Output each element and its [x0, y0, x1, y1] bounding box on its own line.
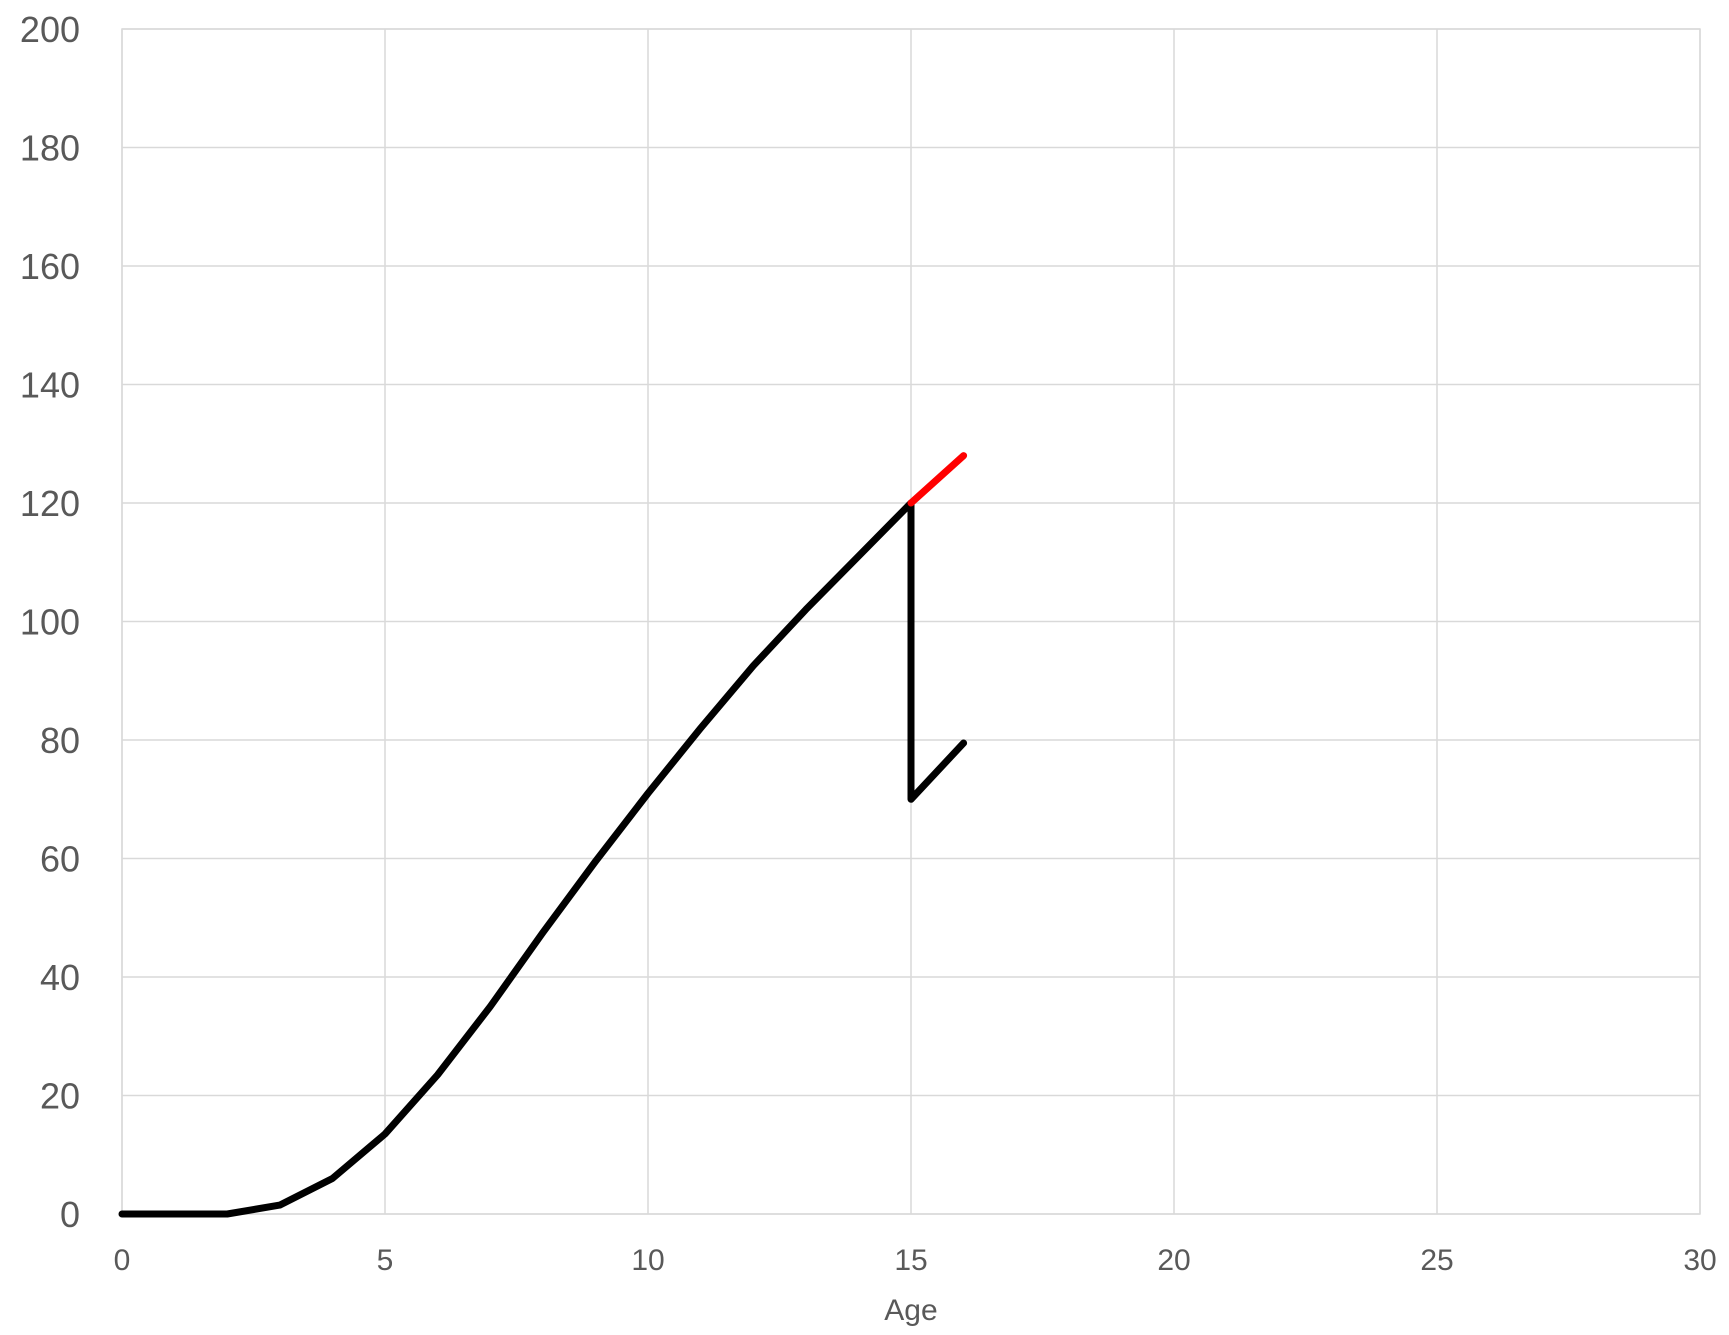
y-tick-label: 140 [20, 365, 80, 406]
y-tick-label: 0 [60, 1194, 80, 1235]
y-tick-label: 40 [40, 957, 80, 998]
y-tick-label: 180 [20, 128, 80, 169]
series-line-2 [907, 452, 968, 507]
y-tick-label: 100 [20, 602, 80, 643]
x-tick-label: 30 [1683, 1244, 1716, 1277]
y-tick-label: 20 [40, 1076, 80, 1117]
y-tick-label: 120 [20, 483, 80, 524]
x-tick-label: 25 [1420, 1244, 1453, 1277]
x-tick-label: 15 [894, 1244, 927, 1277]
y-tick-label: 200 [20, 9, 80, 50]
y-tick-label: 160 [20, 246, 80, 287]
series-line-1 [118, 499, 968, 1218]
y-tick-label: 60 [40, 839, 80, 880]
series-lines [118, 452, 968, 1218]
x-tick-label: 10 [631, 1244, 664, 1277]
x-axis-title: Age [884, 1294, 937, 1327]
x-tick-label: 0 [114, 1244, 131, 1277]
y-axis-ticks: 0 20 40 60 80 100 120 140 160 180 200 [20, 9, 80, 1235]
y-tick-label: 80 [40, 720, 80, 761]
x-axis-ticks: 0 5 10 15 20 25 30 [114, 1244, 1717, 1277]
plot-area-border [121, 28, 1701, 1215]
x-tick-label: 20 [1157, 1244, 1190, 1277]
x-tick-label: 5 [377, 1244, 394, 1277]
